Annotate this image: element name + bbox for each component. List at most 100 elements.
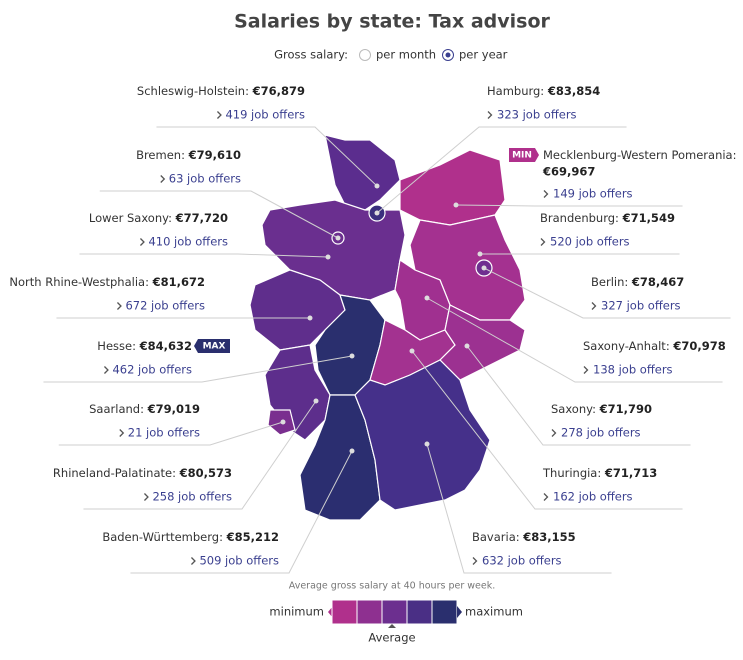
- state-label: Hamburg: €83,854 323 job offers: [487, 84, 600, 122]
- radio-label[interactable]: per month: [376, 48, 436, 62]
- state-dot: [349, 353, 355, 359]
- job-offers-link[interactable]: 138 job offers: [593, 363, 673, 377]
- state-label: North Rhine-Westphalia: €81,672 672 job o…: [9, 275, 205, 313]
- chevron-icon: [103, 366, 109, 374]
- radio-per-month[interactable]: [359, 49, 371, 61]
- job-offers-link[interactable]: 149 job offers: [553, 187, 633, 201]
- legend-min-label: minimum: [269, 605, 324, 619]
- state-name: Baden-Württemberg:: [102, 530, 223, 544]
- leader-line: [58, 421, 284, 446]
- legend-swatch: [331, 599, 358, 625]
- state-dot: [477, 251, 483, 257]
- chevron-icon: [472, 557, 478, 565]
- state-dot: [453, 202, 459, 208]
- chevron-icon: [591, 302, 597, 310]
- state-name: Bavaria:: [472, 530, 520, 544]
- job-offers-link[interactable]: 278 job offers: [561, 426, 641, 440]
- state-name: Rhineland-Palatinate:: [53, 466, 176, 480]
- job-offers-link[interactable]: 327 job offers: [601, 299, 681, 313]
- state-name: Thuringia:: [542, 466, 601, 480]
- badge-label: MIN: [512, 151, 532, 161]
- state-shape[interactable]: [439, 304, 526, 381]
- job-offers-link[interactable]: 410 job offers: [148, 235, 228, 249]
- state-name: Hamburg:: [487, 84, 544, 98]
- job-offers-link[interactable]: 323 job offers: [497, 108, 577, 122]
- chevron-icon: [119, 429, 125, 437]
- state-name: Lower Saxony:: [89, 211, 172, 225]
- state-dot: [409, 348, 415, 354]
- state-salary: €83,155: [522, 530, 575, 544]
- state-salary: €79,610: [188, 148, 241, 162]
- state-salary-label: Thuringia: €71,713: [542, 466, 657, 480]
- leader-line: [483, 267, 731, 319]
- state-name: Mecklenburg-Western Pomerania:: [543, 148, 736, 162]
- state-shape[interactable]: [299, 394, 381, 521]
- job-offers-link[interactable]: 21 job offers: [128, 426, 200, 440]
- chevron-icon: [190, 557, 196, 565]
- legend-swatch: [406, 599, 433, 625]
- leader-line: [426, 443, 612, 574]
- job-offers-link[interactable]: 672 job offers: [125, 299, 205, 313]
- state-salary: €79,019: [147, 402, 200, 416]
- job-offers-link[interactable]: 162 job offers: [553, 490, 633, 504]
- state-label: Saxony: €71,790 278 job offers: [551, 402, 652, 440]
- state-dot: [424, 441, 430, 447]
- chevron-icon: [583, 366, 589, 374]
- state-shape[interactable]: [354, 359, 491, 511]
- state-name: Brandenburg:: [540, 211, 619, 225]
- state-salary-label: Schleswig-Holstein: €76,879: [137, 84, 305, 98]
- state-dot: [335, 235, 341, 241]
- state-salary: €81,672: [152, 275, 205, 289]
- state-label: Baden-Württemberg: €85,212 509 job offers: [102, 530, 279, 568]
- state-name: Saxony-Anhalt:: [583, 339, 670, 353]
- state-salary: €77,720: [175, 211, 228, 225]
- state-label: Rhineland-Palatinate: €80,573 258 job off…: [53, 466, 232, 504]
- state-label: Berlin: €78,467 327 job offers: [591, 275, 684, 313]
- state-salary-label: Saxony-Anhalt: €70,978: [583, 339, 726, 353]
- state-salary: €80,573: [179, 466, 232, 480]
- state-salary: €69,967: [542, 165, 595, 179]
- state-dot: [313, 398, 319, 404]
- legend-swatch: [381, 599, 408, 625]
- job-offers-link[interactable]: 632 job offers: [482, 554, 562, 568]
- state-label: Thuringia: €71,713 162 job offers: [542, 466, 657, 504]
- state-salary-label: Bavaria: €83,155: [472, 530, 576, 544]
- state-salary: €70,978: [672, 339, 725, 353]
- toggle-label: Gross salary:: [274, 48, 348, 62]
- radio-label[interactable]: per year: [459, 48, 508, 62]
- state-name: Bremen:: [136, 148, 185, 162]
- state-label: Hesse: €84,632 MAX 462 job offers: [97, 339, 230, 377]
- state-label: Mecklenburg-Western Pomerania: €69,967 MI…: [509, 148, 736, 201]
- state-salary: €84,632: [139, 339, 192, 353]
- job-offers-link[interactable]: 520 job offers: [550, 235, 630, 249]
- state-label: Brandenburg: €71,549 520 job offers: [540, 211, 675, 249]
- state-salary-label: Lower Saxony: €77,720: [89, 211, 228, 225]
- state-shape[interactable]: [399, 149, 506, 226]
- legend-arrow: [457, 606, 462, 618]
- state-salary: €83,854: [547, 84, 600, 98]
- leader-line: [43, 355, 353, 383]
- state-dot: [464, 343, 470, 349]
- leader-line: [426, 297, 723, 383]
- job-offers-link[interactable]: 462 job offers: [112, 363, 192, 377]
- state-salary-label: North Rhine-Westphalia: €81,672: [9, 275, 205, 289]
- state-dot: [481, 265, 487, 271]
- state-salary-label: Baden-Württemberg: €85,212: [102, 530, 279, 544]
- job-offers-link[interactable]: 258 job offers: [152, 490, 232, 504]
- state-salary-label: Mecklenburg-Western Pomerania:: [543, 148, 736, 162]
- job-offers-link[interactable]: 509 job offers: [199, 554, 279, 568]
- state-salary: €76,879: [252, 84, 305, 98]
- job-offers-link[interactable]: 63 job offers: [169, 172, 241, 186]
- chevron-icon: [487, 111, 493, 119]
- state-label: Lower Saxony: €77,720 410 job offers: [89, 211, 228, 249]
- state-salary-label: Bremen: €79,610: [136, 148, 241, 162]
- badge-shape: [194, 339, 230, 353]
- state-dot: [280, 419, 286, 425]
- state-salary: €85,212: [226, 530, 279, 544]
- state-label: Bremen: €79,610 63 job offers: [136, 148, 241, 186]
- state-salary: €78,467: [631, 275, 684, 289]
- state-name: Hesse:: [97, 339, 136, 353]
- job-offers-link[interactable]: 419 job offers: [225, 108, 305, 122]
- leader-line: [79, 253, 329, 258]
- state-salary-label: Rhineland-Palatinate: €80,573: [53, 466, 232, 480]
